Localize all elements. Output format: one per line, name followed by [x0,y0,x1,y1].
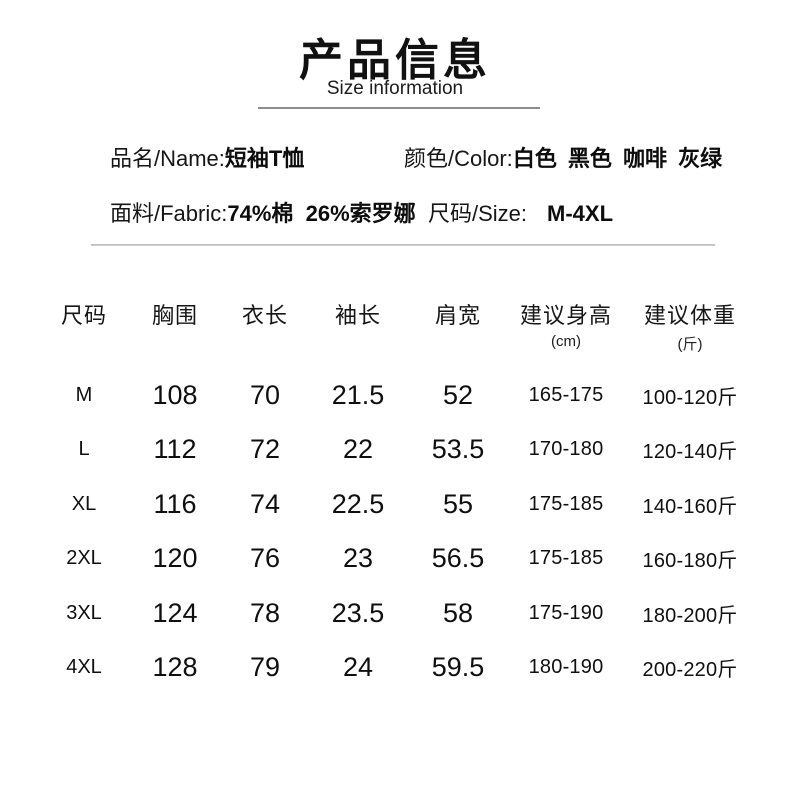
page-title: 产品信息 [299,36,491,85]
column-unit: (cm) [551,333,581,350]
cell-shoulder: 52 [442,379,474,410]
column-label: 建议体重 [643,303,736,328]
cell-size: L [78,438,90,461]
column-header-6: 建议体重 (斤) [622,298,758,354]
cell-chest: 124 [152,597,198,628]
column-label: 建议身高 [519,303,612,328]
fabric-value: 74%棉 26%索罗娜 [227,201,416,226]
cell-sleeve: 23 [342,543,374,574]
cell-length: 72 [249,434,281,465]
column-label: 肩宽 [434,303,481,328]
cell-height: 165-175 [528,383,604,406]
column-label: 胸围 [151,303,198,328]
column-unit: (斤) [677,336,703,353]
cell-shoulder: 55 [442,488,474,519]
cell-sleeve: 24 [342,652,374,683]
cell-weight: 200-220斤 [642,659,738,682]
cell-height: 180-190 [528,656,604,679]
cell-size: 2XL [66,547,102,570]
cell-size: XL [71,492,97,515]
product-fabric-row: 面料/Fabric:74%棉 26%索罗娜 [110,196,416,228]
title-divider-line [258,107,540,109]
cell-shoulder: 58 [442,597,474,628]
column-header-0: 尺码 [38,298,130,330]
size-table: 尺码 胸围 衣长 袖长 肩宽 建议身高 (cm) 建议体重 (斤) M 108 70 21.5 52 16… [38,298,758,695]
size-table-body: M 108 70 21.5 52 165-175 100-120斤 L 112 72 22 53.5 1… [38,368,758,695]
column-header-4: 肩宽 [406,298,510,330]
column-header-3: 袖长 [310,298,406,330]
table-row: L 112 72 22 53.5 170-180 120-140斤 [38,423,758,478]
cell-shoulder: 59.5 [431,652,485,683]
cell-chest: 128 [152,652,198,683]
size-label: 尺码/Size: [428,201,528,226]
fabric-label: 面料/Fabric: [110,201,228,226]
cell-weight: 100-120斤 [642,386,738,409]
cell-size: 4XL [66,656,102,679]
color-label: 颜色/Color: [404,146,513,171]
cell-weight: 180-200斤 [642,604,738,627]
cell-sleeve: 22.5 [331,488,385,519]
cell-length: 78 [249,597,281,628]
cell-shoulder: 56.5 [431,543,485,574]
column-label: 袖长 [334,303,381,328]
product-size-row: 尺码/Size: M-4XL [428,196,613,228]
column-header-2: 衣长 [220,298,310,330]
cell-weight: 160-180斤 [642,550,738,573]
name-label: 品名/Name: [110,146,225,171]
cell-length: 76 [249,543,281,574]
cell-chest: 112 [153,434,197,465]
cell-height: 175-185 [528,547,604,570]
cell-length: 79 [249,652,281,683]
cell-weight: 120-140斤 [642,441,738,464]
product-name-row: 品名/Name:短袖T恤 [110,141,304,173]
name-value: 短袖T恤 [224,146,305,171]
cell-sleeve: 23.5 [331,597,385,628]
cell-sleeve: 22 [342,434,374,465]
cell-size: M [75,383,93,406]
column-header-1: 胸围 [130,298,220,330]
cell-length: 70 [249,379,281,410]
section-divider-line [91,244,715,246]
cell-sleeve: 21.5 [331,379,385,410]
cell-size: 3XL [66,601,102,624]
table-row: 4XL 128 79 24 59.5 180-190 200-220斤 [38,641,758,696]
size-table-header: 尺码 胸围 衣长 袖长 肩宽 建议身高 (cm) 建议体重 (斤) [38,298,758,354]
cell-height: 175-190 [528,601,604,624]
table-row: 2XL 120 76 23 56.5 175-185 160-180斤 [38,532,758,587]
table-row: M 108 70 21.5 52 165-175 100-120斤 [38,368,758,423]
size-value: M-4XL [547,201,614,226]
page-subtitle: Size information [326,78,464,99]
cell-chest: 120 [152,543,198,574]
color-value: 白色 黑色 咖啡 灰绿 [512,146,723,171]
product-color-row: 颜色/Color:白色 黑色 咖啡 灰绿 [404,141,722,173]
cell-shoulder: 53.5 [431,434,485,465]
column-label: 尺码 [60,303,107,328]
cell-length: 74 [249,488,281,519]
table-row: 3XL 124 78 23.5 58 175-190 180-200斤 [38,586,758,641]
cell-height: 170-180 [528,438,604,461]
table-row: XL 116 74 22.5 55 175-185 140-160斤 [38,477,758,532]
column-header-5: 建议身高 (cm) [510,298,622,350]
cell-chest: 116 [153,488,197,519]
column-label: 衣长 [241,303,288,328]
cell-chest: 108 [152,379,198,410]
cell-weight: 140-160斤 [642,495,738,518]
cell-height: 175-185 [528,492,604,515]
